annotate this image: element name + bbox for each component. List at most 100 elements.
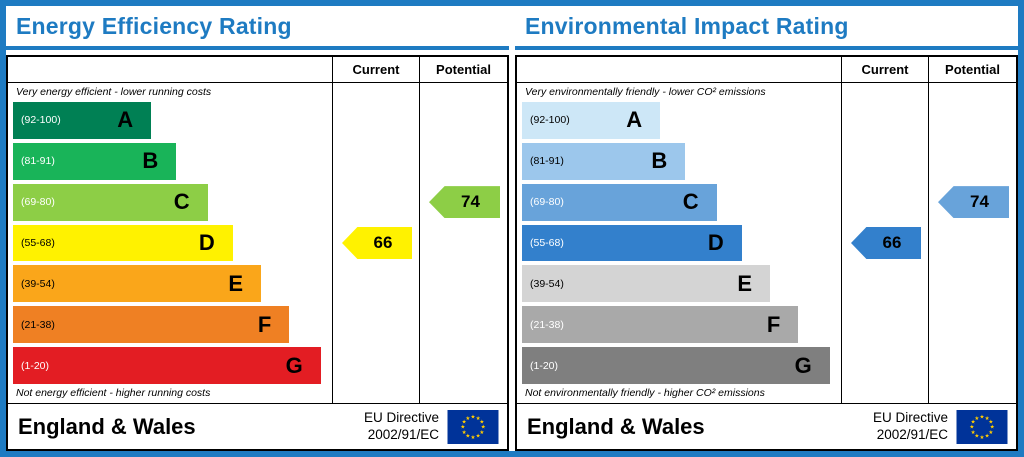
current-cell: 66 <box>332 83 419 403</box>
environmental-impact-panel: Environmental Impact Rating Current Pote… <box>515 6 1018 451</box>
current-value: 66 <box>373 233 393 252</box>
svg-text:★: ★ <box>476 415 481 421</box>
band-range-label: (69-80) <box>21 196 55 209</box>
band-range-label: (92-100) <box>530 114 570 127</box>
potential-arrow: 74 <box>938 186 1009 219</box>
eu-directive-line1: EU Directive <box>363 410 439 426</box>
footer: England & Wales EU Directive 2002/91/EC … <box>8 403 507 449</box>
band-range-label: (1-20) <box>21 359 50 372</box>
potential-cell: 74 <box>419 83 507 403</box>
svg-text:★: ★ <box>460 424 465 430</box>
band-row-b: (81-91) B <box>13 141 327 182</box>
band-bar: (92-100) A <box>13 102 152 139</box>
band-bar: (81-91) B <box>522 142 686 180</box>
svg-text:★: ★ <box>971 429 976 435</box>
potential-cell: 74 <box>928 83 1016 403</box>
eu-directive-line2: 2002/91/EC <box>876 426 948 442</box>
band-bar: (55-68) D <box>522 224 742 262</box>
svg-text:★: ★ <box>465 415 470 421</box>
band-letter: E <box>737 270 753 296</box>
band-range-label: (81-91) <box>21 155 55 168</box>
svg-text:★: ★ <box>476 433 481 439</box>
band-letter: D <box>707 230 724 255</box>
band-chart: Very energy efficient - lower running co… <box>8 83 332 403</box>
svg-text:★: ★ <box>990 424 995 430</box>
region-label: England & Wales <box>18 413 196 439</box>
svg-text:★: ★ <box>969 424 974 430</box>
band-row-c: (69-80) C <box>522 182 836 223</box>
band-chart: Very environmentally friendly - lower CO… <box>517 83 841 403</box>
svg-text:★: ★ <box>971 419 976 425</box>
rating-table: Current Potential Very energy efficient … <box>6 55 509 451</box>
svg-text:★: ★ <box>980 414 985 420</box>
band-range-label: (69-80) <box>530 196 564 209</box>
bottom-caption: Not energy efficient - higher running co… <box>16 387 211 399</box>
svg-text:★: ★ <box>988 429 993 435</box>
potential-column-header: Potential <box>928 57 1016 83</box>
band-letter: F <box>766 311 781 337</box>
band-letter: A <box>117 107 134 133</box>
band-row-g: (1-20) G <box>13 345 327 386</box>
svg-text:★: ★ <box>988 419 993 425</box>
band-row-e: (39-54) E <box>522 263 836 304</box>
band-letter: A <box>626 107 643 133</box>
potential-column-header: Potential <box>419 57 507 83</box>
svg-text:★: ★ <box>471 434 476 440</box>
page-title: Energy Efficiency Rating <box>6 6 509 50</box>
current-arrow: 66 <box>851 227 921 259</box>
bottom-caption: Not environmentally friendly - higher CO… <box>525 387 765 399</box>
band-bar: (92-100) A <box>522 102 661 139</box>
band-range-label: (39-54) <box>530 277 564 290</box>
band-row-d: (55-68) D <box>522 223 836 264</box>
band-letter: B <box>142 148 159 174</box>
top-caption: Very environmentally friendly - lower CO… <box>525 86 766 98</box>
band-letter: C <box>682 189 699 215</box>
svg-text:★: ★ <box>974 415 979 421</box>
band-row-a: (92-100) A <box>13 100 327 141</box>
current-cell: 66 <box>841 83 928 403</box>
band-bar: (21-38) F <box>522 306 799 344</box>
band-row-b: (81-91) B <box>522 141 836 182</box>
bands: (92-100) A (81-91) B (69-80) C (55-68) D (39-54)… <box>522 100 836 386</box>
page-title: Environmental Impact Rating <box>515 6 1018 50</box>
band-bar: (1-20) G <box>522 347 830 385</box>
footer: England & Wales EU Directive 2002/91/EC … <box>517 403 1016 449</box>
svg-text:★: ★ <box>462 429 467 435</box>
current-arrow: 66 <box>342 227 412 259</box>
band-row-a: (92-100) A <box>522 100 836 141</box>
eu-flag-icon: ★ ★★ ★★★ ★★★ ★★★ <box>956 409 1008 444</box>
eu-directive-label: EU Directive 2002/91/EC <box>364 410 439 442</box>
svg-text:★: ★ <box>481 424 486 430</box>
band-bar: (81-91) B <box>13 142 177 180</box>
band-row-d: (55-68) D <box>13 223 327 264</box>
potential-value: 74 <box>461 192 480 212</box>
band-range-label: (21-38) <box>530 318 564 331</box>
current-value: 66 <box>882 233 902 252</box>
band-bar: (39-54) E <box>13 265 262 303</box>
band-bar: (69-80) C <box>522 183 717 221</box>
band-row-c: (69-80) C <box>13 182 327 223</box>
corner-cell <box>517 57 841 83</box>
svg-text:★: ★ <box>985 433 990 439</box>
potential-arrow: 74 <box>429 186 500 219</box>
svg-text:★: ★ <box>974 433 979 439</box>
svg-text:★: ★ <box>462 419 467 425</box>
potential-value: 74 <box>970 192 989 212</box>
svg-text:★: ★ <box>980 434 985 440</box>
current-column-header: Current <box>332 57 419 83</box>
band-bar: (39-54) E <box>522 265 771 303</box>
eu-flag-icon: ★ ★★ ★★★ ★★★ ★★★ <box>447 409 499 444</box>
top-caption: Very energy efficient - lower running co… <box>16 86 212 98</box>
band-row-f: (21-38) F <box>13 304 327 345</box>
current-column-header: Current <box>841 57 928 83</box>
band-letter: D <box>198 230 215 255</box>
band-letter: E <box>228 270 244 296</box>
band-bar: (55-68) D <box>13 224 233 262</box>
band-range-label: (81-91) <box>530 155 564 168</box>
band-range-label: (55-68) <box>530 237 564 249</box>
band-letter: F <box>257 311 272 337</box>
svg-text:★: ★ <box>479 429 484 435</box>
band-range-label: (55-68) <box>21 237 55 249</box>
eu-directive-line1: EU Directive <box>872 410 948 426</box>
band-letter: G <box>794 352 812 378</box>
